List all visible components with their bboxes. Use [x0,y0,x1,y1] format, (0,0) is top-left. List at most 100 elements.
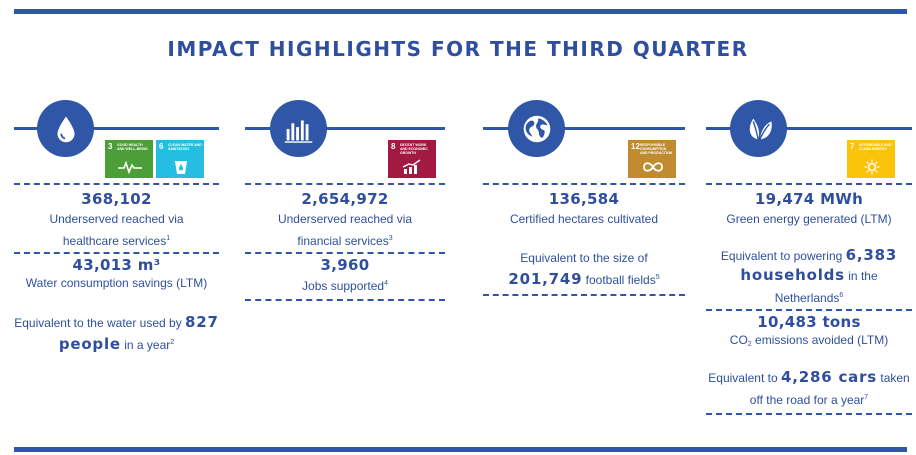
impact-column-energy: 7 Affordable and clean energy 19,474 MWh… [706,100,912,415]
stat-block: 136,584 Certified hectares cultivated [483,190,685,229]
stat-label-line: Jobs supported [302,279,385,293]
sdg-label: Clean water and sanitation [168,143,202,151]
dashed-divider [706,309,912,311]
sdg-badges: 12 Responsible consumption and productio… [628,140,676,178]
sdg-badges: 7 Affordable and clean energy [847,140,895,178]
stat-label: CO2 emissions avoided (LTM) [706,331,912,354]
dashed-divider [14,183,219,185]
footnote-ref: 7 [864,394,869,401]
column-header: 7 Affordable and clean energy [706,100,912,182]
dashed-divider [483,294,685,296]
equivalence-value: 827 [185,313,219,331]
column-header: 3 Good health and well-being 6 Clean wat… [14,100,219,182]
dashed-divider [706,183,912,185]
top-rule [14,9,907,14]
dashed-divider [245,252,445,254]
header-rule [14,127,219,130]
header-rule [483,127,685,130]
water-glass-icon [175,161,187,174]
equivalence-block: Equivalent to the size of 201,749 footba… [483,249,685,290]
stat-label: financial services3 [245,229,445,251]
stat-label: healthcare services1 [14,229,219,251]
footnote-ref: 1 [166,235,171,242]
equivalence-line: Equivalent to 4,286 cars taken [706,368,912,388]
equivalence-text: off the road for a year [749,393,865,407]
dashed-divider [14,252,219,254]
footnote-ref: 3 [388,235,393,242]
dashed-divider [245,299,445,301]
dashed-divider [483,183,685,185]
stat-label-line: CO [729,333,748,347]
column-header: 12 Responsible consumption and productio… [483,100,685,182]
header-rule [245,127,445,130]
impact-column-agriculture: 12 Responsible consumption and productio… [483,100,685,296]
equivalence-value: 201,749 [508,270,583,288]
sdg-12-badge: 12 Responsible consumption and productio… [628,140,676,178]
equivalence-value: 6,383 [845,246,898,264]
stat-label-line: emissions avoided (LTM) [751,333,889,347]
sdg-7-badge: 7 Affordable and clean energy [847,140,895,178]
bar-chart-icon [270,100,327,157]
equivalence-text: in a year [124,338,171,352]
sdg-label: Good health and well-being [117,143,148,151]
sdg-number: 8 [391,142,396,151]
stat-block: 10,483 tons CO2 emissions avoided (LTM) [706,313,912,354]
sdg-label: Responsible consumption and production [640,143,673,155]
stat-label: Underserved reached via [49,212,184,226]
equivalence-line: households in the Netherlands6 [706,266,912,308]
stat-label: Certified hectares cultivated [509,212,659,226]
sdg-badges: 8 Decent work and economic growth [388,140,436,178]
stat-label: Jobs supported4 [245,274,445,296]
stat-label: Water consumption savings (LTM) [25,276,208,290]
equivalence-value: households [740,266,845,284]
sdg-label: Decent work and economic growth [400,143,428,155]
stat-label-line: financial services [297,234,389,248]
stat-label: Green energy generated (LTM) [726,212,892,226]
equivalence-block: Equivalent to powering 6,383 households … [706,246,912,308]
subscript: 2 [747,341,752,348]
sdg-number: 6 [159,142,164,151]
equivalence-text: taken [880,371,910,385]
leaves-icon [730,100,787,157]
sdg-label: Affordable and clean energy [859,143,892,151]
equivalence-block: Equivalent to the water used by 827 peop… [14,313,219,355]
equivalence-text: football fields [585,273,656,287]
sdg-number: 3 [108,142,113,151]
sdg-8-badge: 8 Decent work and economic growth [388,140,436,178]
sdg-number: 7 [850,142,855,151]
footnote-ref: 2 [170,339,175,346]
growth-chart-icon [402,159,421,174]
equivalence-text: in the Netherlands [774,269,878,305]
stat-block: 19,474 MWh Green energy generated (LTM) [706,190,912,229]
stat-label: Underserved reached via [277,212,413,226]
water-drop-icon [37,100,94,157]
stat-value: 10,483 tons [757,313,861,331]
impact-column-finance: 8 Decent work and economic growth 2,654,… [245,100,445,301]
heartbeat-icon [118,160,142,175]
equivalence-line: off the road for a year7 [706,388,912,410]
equivalence-line: Equivalent to the water used by 827 [14,313,219,333]
equivalence-line: 201,749 football fields5 [483,268,685,290]
stat-block: 368,102 Underserved reached via healthca… [14,190,219,251]
stat-value: 136,584 [548,190,620,208]
stat-value: 368,102 [81,190,152,208]
equivalence-block: Equivalent to 4,286 cars taken off the r… [706,368,912,410]
page-title: IMPACT HIGHLIGHTS FOR THE THIRD QUARTER [167,37,749,61]
sdg-3-badge: 3 Good health and well-being [105,140,153,178]
stat-value: 43,013 m³ [72,256,161,274]
dashed-divider [245,183,445,185]
equivalence-text: Equivalent to [708,371,778,385]
header-rule [706,127,912,130]
stat-block: 3,960 Jobs supported4 [245,256,445,296]
stat-value: 19,474 MWh [754,190,864,208]
stat-block: 43,013 m³ Water consumption savings (LTM… [14,256,219,293]
stat-value: 2,654,972 [301,190,389,208]
footnote-ref: 5 [655,274,660,281]
equivalence-line: people in a year2 [14,333,219,355]
infinity-icon [643,162,663,172]
bottom-rule [14,447,907,452]
footnote-ref: 6 [839,292,844,299]
sun-icon [864,159,880,175]
stat-value: 3,960 [320,256,370,274]
equivalence-line: Equivalent to the size of [520,251,648,265]
